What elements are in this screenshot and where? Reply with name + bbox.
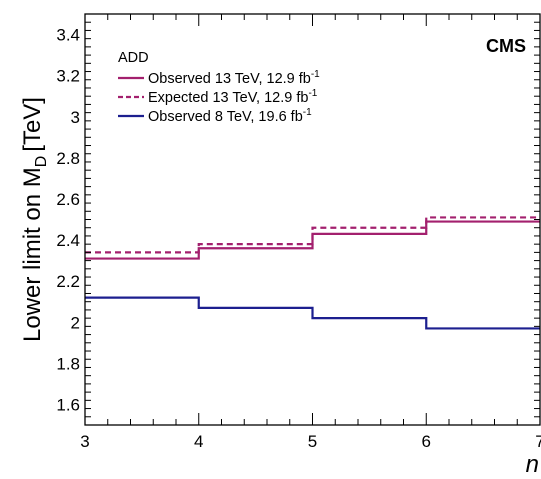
ticks-layer xyxy=(84,13,541,426)
legend-entry-3: Observed 8 TeV, 19.6 fb-1 xyxy=(148,107,312,125)
y-tick-label: 2.4 xyxy=(56,231,80,250)
series-layer xyxy=(85,216,540,330)
x-tick-label: 6 xyxy=(422,432,431,451)
y-tick-label: 3 xyxy=(71,108,80,127)
x-tick-label: 7 xyxy=(535,432,541,451)
y-tick-label: 2 xyxy=(71,313,80,332)
legend-header: ADD xyxy=(118,50,149,66)
cms-label: CMS xyxy=(486,36,526,56)
y-tick-label: 3.2 xyxy=(56,67,80,86)
y-tick-label: 2.6 xyxy=(56,190,80,209)
series-line-3 xyxy=(85,296,540,330)
series-line-2 xyxy=(85,216,540,254)
y-tick-label: 2.2 xyxy=(56,272,80,291)
y-tick-label: 1.8 xyxy=(56,354,80,373)
legend-entry-2: Expected 13 TeV, 12.9 fb-1 xyxy=(148,88,318,106)
legend-entry-1: Observed 13 TeV, 12.9 fb-1 xyxy=(148,69,320,87)
y-tick-label: 2.8 xyxy=(56,149,80,168)
x-tick-label: 4 xyxy=(194,432,203,451)
y-tick-label: 1.6 xyxy=(56,395,80,414)
y-axis-title: Lower limit on MD[TeV] xyxy=(19,97,50,342)
x-tick-label: 3 xyxy=(80,432,89,451)
labels-layer: 3 4 5 6 7 1.6 1.8 2 2.2 2.4 2.6 2.8 3 3.2 3.4 xyxy=(56,26,541,451)
x-axis-title: n xyxy=(526,451,539,478)
y-tick-label: 3.4 xyxy=(56,26,80,45)
x-tick-label: 5 xyxy=(308,432,317,451)
